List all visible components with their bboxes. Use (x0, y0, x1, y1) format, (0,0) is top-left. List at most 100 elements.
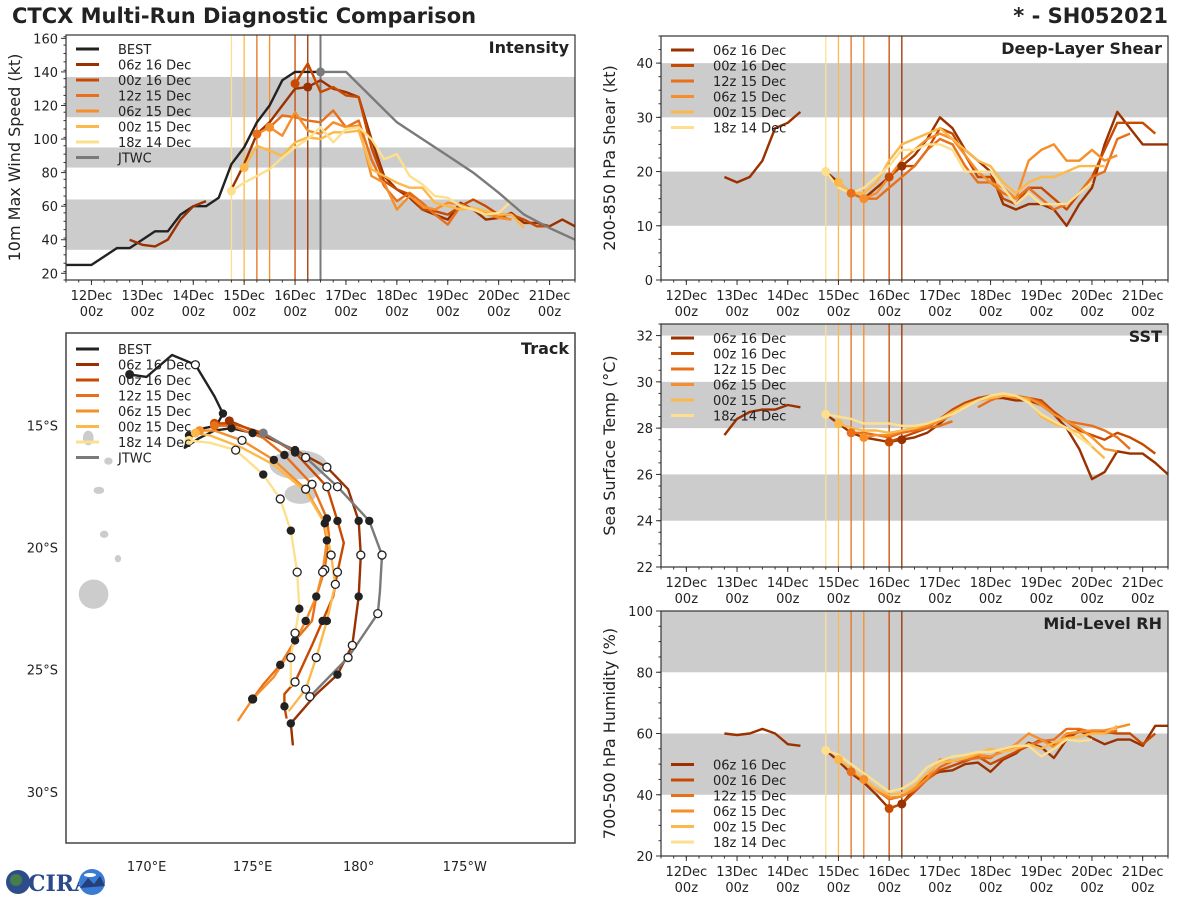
x-tick-label: 15Dec (818, 576, 860, 591)
x-tick-label: 19Dec (1020, 865, 1062, 880)
init-marker (833, 177, 843, 187)
track-start-marker (258, 428, 268, 438)
island-shape (93, 486, 105, 495)
track-point-filled (280, 702, 289, 711)
y-tick-label: 80 (41, 167, 58, 182)
legend-item: 12z 15 Dec (76, 90, 191, 105)
y-axis-label: 10m Max Wind Speed (kt) (5, 54, 24, 262)
x-tick-label: 00z (776, 881, 800, 896)
track-point-filled (286, 719, 296, 728)
y-tick-label: 10 (636, 220, 653, 235)
track-point-open (275, 494, 285, 504)
legend-item: JTWC (76, 452, 152, 467)
y-tick-label: 28 (636, 422, 653, 437)
y-tick-label: 140 (33, 66, 58, 81)
x-tick-label: 00z (487, 305, 511, 320)
x-tick-label: 00z (979, 881, 1003, 896)
legend-label: 18z 14 Dec (118, 136, 191, 151)
track-point-filled (227, 423, 236, 433)
x-tick-label: 16Dec (868, 865, 910, 880)
y-tick-label: 40 (636, 789, 653, 804)
init-marker (884, 804, 894, 814)
x-tick-label: 00z (877, 881, 901, 896)
track-point-filled (269, 455, 279, 465)
legend-item: 00z 15 Dec (671, 394, 786, 409)
x-tick-label: 17Dec (325, 289, 367, 304)
legend-item: 12z 15 Dec (671, 363, 786, 378)
legend-item: 00z 16 Dec (671, 60, 786, 75)
legend-item: 00z 16 Dec (671, 348, 786, 363)
init-marker (833, 755, 843, 765)
cira-logo: CIRA (4, 866, 108, 898)
legend-label: 12z 15 Dec (713, 75, 786, 90)
lat-label: 20°S (27, 542, 58, 557)
y-tick-label: 100 (628, 605, 653, 620)
intensity-panel: 2040608010012014016012Dec00z13Dec00z14De… (5, 32, 576, 320)
x-tick-label: 14Dec (767, 576, 809, 591)
x-tick-label: 12Dec (665, 865, 707, 880)
x-tick-label: 15Dec (818, 865, 860, 880)
track-point-open (326, 550, 336, 560)
legend-label: 00z 15 Dec (713, 106, 786, 121)
legend-label: 12z 15 Dec (118, 390, 191, 405)
x-tick-label: 19Dec (1020, 289, 1062, 304)
legend-item: 00z 16 Dec (76, 374, 191, 389)
x-tick-label: 19Dec (427, 289, 469, 304)
x-tick-label: 00z (877, 305, 901, 320)
track-point-filled (320, 519, 329, 528)
x-tick-label: 14Dec (767, 865, 809, 880)
track-point-filled (248, 694, 257, 704)
legend-item: 18z 14 Dec (76, 436, 191, 451)
init-marker (226, 186, 236, 196)
init-marker (833, 419, 843, 429)
track-point-open (377, 550, 387, 560)
x-tick-label: 14Dec (767, 289, 809, 304)
init-marker (859, 194, 869, 204)
series-line-18z-14-dec (230, 126, 513, 216)
legend-item: 06z 16 Dec (671, 332, 786, 347)
track-point-filled (365, 516, 374, 526)
x-tick-label: 12Dec (665, 289, 707, 304)
legend-label: JTWC (117, 452, 152, 467)
x-tick-label: 14Dec (172, 289, 214, 304)
legend-item: 00z 16 Dec (671, 774, 786, 789)
track-point-filled (290, 636, 300, 645)
x-tick-label: 20Dec (1071, 865, 1113, 880)
track-point-filled (354, 516, 363, 526)
legend-label: 06z 15 Dec (118, 405, 191, 420)
x-tick-label: 00z (979, 305, 1003, 320)
x-tick-label: 00z (283, 305, 307, 320)
y-tick-label: 20 (41, 267, 58, 282)
init-marker (846, 767, 856, 777)
x-tick-label: 20Dec (1071, 576, 1113, 591)
y-tick-label: 100 (33, 133, 58, 148)
legend-label: 06z 16 Dec (118, 359, 191, 374)
x-tick-label: 12Dec (665, 576, 707, 591)
x-tick-label: 13Dec (121, 289, 163, 304)
x-tick-label: 00z (385, 305, 409, 320)
legend-item: 00z 16 Dec (76, 74, 191, 89)
y-tick-label: 24 (636, 515, 653, 530)
track-point-filled (248, 428, 257, 438)
track-panel: 15°S 20°S 25°S 30°S 170°E 175°E 180° 175°W Track… (27, 332, 576, 875)
legend-label: 00z 16 Dec (118, 74, 191, 89)
legend-item: 18z 14 Dec (671, 410, 786, 425)
legend-item: 06z 15 Dec (671, 379, 786, 394)
track-point-open (292, 567, 302, 577)
lat-label: 15°S (27, 420, 58, 435)
legend-label: 00z 16 Dec (713, 774, 786, 789)
legend-item: 06z 15 Dec (671, 91, 786, 106)
track-point-open (356, 550, 366, 560)
init-marker (859, 774, 869, 784)
rh-panel: 2040608010012Dec00z13Dec00z14Dec00z15Dec… (600, 605, 1169, 896)
legend-label: 06z 16 Dec (713, 759, 786, 774)
lon-label: 175°W (443, 860, 487, 875)
figure-title: CTCX Multi-Run Diagnostic Comparison (12, 4, 477, 28)
x-tick-label: 00z (827, 592, 851, 607)
legend-item: 18z 14 Dec (671, 836, 786, 851)
island-shape (114, 555, 122, 563)
track-point-open (190, 360, 201, 370)
y-tick-label: 160 (33, 32, 58, 47)
